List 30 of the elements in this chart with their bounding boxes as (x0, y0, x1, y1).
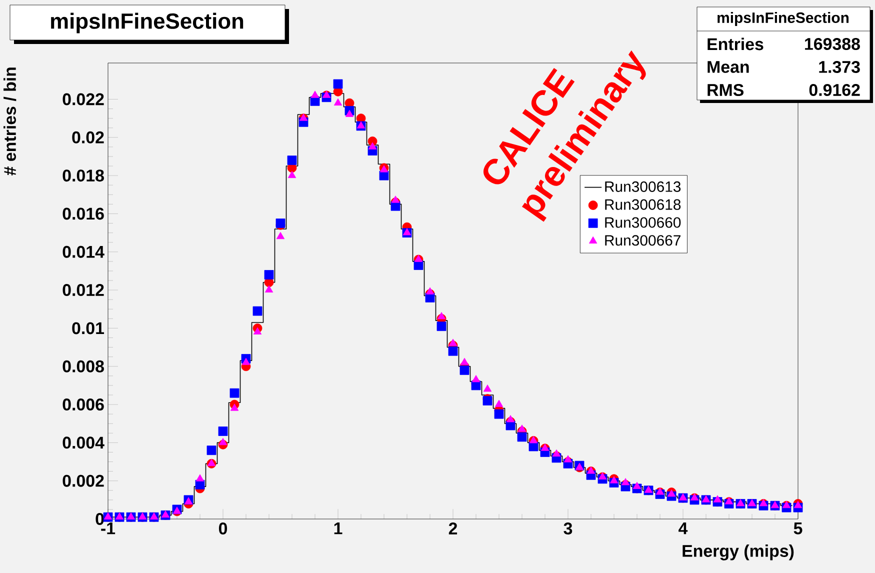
y-tick-label: 0.012 (62, 284, 104, 296)
y-tick-label: 0.002 (62, 474, 104, 487)
text: 0.9162 (809, 84, 860, 96)
text: 169388 (805, 38, 860, 50)
annotation: Mean (708, 61, 749, 73)
x-tick-label: 3 (564, 522, 572, 535)
y-tick-label: 0.016 (62, 208, 104, 220)
x-tick-label: 1 (334, 522, 342, 534)
x-tick-label: 5 (794, 522, 802, 534)
x-tick-label: -1 (101, 522, 116, 534)
y-tick-label: 0.022 (62, 93, 104, 106)
text: mipsInFineSection (718, 12, 849, 26)
y-tick-label: 0.006 (62, 398, 104, 411)
y-tick-label: 0.008 (62, 360, 104, 372)
legend-label: Run300667 (605, 235, 680, 246)
x-tick-label: 4 (678, 522, 688, 534)
annotation: RMS (708, 84, 744, 96)
text: Entries (708, 38, 764, 50)
x-tick-label: 0 (218, 522, 228, 535)
y-tick-label: 0.01 (72, 322, 104, 334)
y-tick-label: 0.014 (62, 246, 104, 258)
x-tick-label: 2 (448, 522, 458, 534)
y-tick-label: 0 (96, 513, 104, 525)
y-tick-label: 0.018 (62, 170, 104, 182)
y-tick-label: 0.004 (62, 436, 104, 449)
text: 1.373 (819, 60, 860, 73)
y-axis-title: # entries / bin (4, 68, 16, 176)
y-tick-label: 0.02 (72, 131, 104, 144)
chart-title: mipsInFineSection (51, 12, 244, 34)
x-axis-title: Energy (mips) (682, 544, 794, 560)
